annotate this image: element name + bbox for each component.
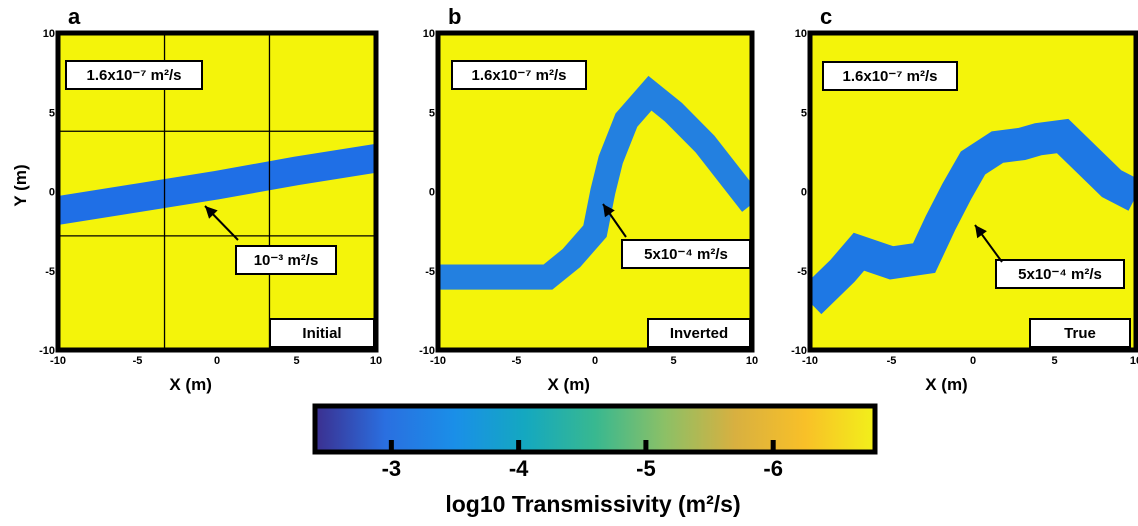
panel-a: a -10 -5 0 5 10 10 5 0 -5 -10 X (m) Y (m) 1.6x10⁻⁷ m… [11, 4, 382, 394]
feature-label-box [235, 245, 337, 275]
colorbar-tick-mark [516, 440, 522, 452]
high-transmissivity-feature [438, 75, 752, 290]
x-tick-label: 5 [293, 355, 299, 367]
y-tick-label: -10 [791, 345, 807, 357]
x-tick-label: 5 [1051, 355, 1057, 367]
feature-label-box [621, 239, 751, 269]
y-tick-label: 10 [43, 28, 55, 40]
background-label-box [65, 60, 203, 90]
x-tick-label: 0 [214, 355, 220, 367]
high-transmissivity-feature [58, 144, 376, 225]
x-tick-label: 10 [1130, 355, 1138, 367]
panel-letter-b: b [448, 4, 461, 29]
colorbar-title: log10 Transmissivity (m²/s) [445, 491, 740, 517]
background-label-box [822, 61, 958, 91]
x-tick-label: 0 [970, 355, 976, 367]
colorbar-gradient [312, 403, 878, 455]
feature-label: 5x10⁻⁴ m²/s [1018, 266, 1102, 283]
colorbar-tick-mark [770, 440, 776, 452]
feature-group [438, 75, 752, 290]
x-tick-label: 10 [746, 355, 758, 367]
colorbar-tick-label: -5 [636, 456, 656, 481]
arrow-head [205, 206, 218, 219]
corner-label-box [1029, 318, 1131, 348]
corner-label: Inverted [670, 325, 728, 342]
x-tick-label: 10 [370, 355, 382, 367]
y-tick-label: 5 [801, 107, 807, 119]
x-axis-label: X (m) [925, 375, 968, 394]
x-tick-label: -10 [50, 355, 66, 367]
y-tick-label: 10 [423, 28, 435, 40]
y-tick-label: 0 [49, 187, 55, 199]
plot-frame [55, 30, 379, 353]
y-tick-label: -5 [425, 266, 435, 278]
colorbar-tick-mark [643, 440, 649, 452]
y-tick-label: -5 [797, 266, 807, 278]
panel-letter-c: c [820, 4, 832, 29]
colorbar: -3 -4 -5 -6 log10 Transmissivity (m²/s) [312, 403, 878, 517]
background-label: 1.6x10⁻⁷ m²/s [843, 68, 938, 85]
y-tick-label: 5 [429, 107, 435, 119]
feature-label: 5x10⁻⁴ m²/s [644, 246, 728, 263]
y-tick-label: -10 [39, 345, 55, 357]
y-tick-label: 5 [49, 107, 55, 119]
x-tick-label: -5 [512, 355, 522, 367]
arrow-head [603, 204, 615, 218]
x-tick-label: -10 [430, 355, 446, 367]
feature-group [810, 118, 1136, 315]
high-transmissivity-feature [810, 118, 1136, 315]
background-label: 1.6x10⁻⁷ m²/s [87, 67, 182, 84]
panel-b: b -10 -5 0 5 10 10 5 0 -5 -10 X (m) 1.6x10⁻⁷ m²/s 5x… [419, 4, 758, 394]
x-tick-label: -5 [887, 355, 897, 367]
x-tick-label: 5 [670, 355, 676, 367]
panel-c: c -10 -5 0 5 10 10 5 0 -5 -10 X (m) 1.6x10⁻⁷ m²/s 5x… [791, 4, 1138, 394]
y-tick-label: 0 [801, 187, 807, 199]
x-tick-label: 0 [592, 355, 598, 367]
colorbar-tick-label: -6 [763, 456, 783, 481]
plot-frame [807, 30, 1138, 353]
feature-label: 10⁻³ m²/s [254, 252, 319, 269]
background-label-box [451, 60, 587, 90]
feature-label-box [995, 259, 1125, 289]
background-label: 1.6x10⁻⁷ m²/s [472, 67, 567, 84]
y-tick-label: -10 [419, 345, 435, 357]
feature-group [58, 144, 376, 225]
colorbar-tick-mark [388, 440, 394, 452]
y-tick-label: -5 [45, 266, 55, 278]
colorbar-tick-label: -4 [509, 456, 529, 481]
colorbar-tick-label: -3 [382, 456, 402, 481]
plot-frame [435, 30, 755, 353]
arrow-head [975, 225, 987, 239]
x-tick-label: -5 [133, 355, 143, 367]
corner-label-box [647, 318, 751, 348]
x-axis-label: X (m) [547, 375, 590, 394]
x-tick-label: -10 [802, 355, 818, 367]
y-tick-label: 10 [795, 28, 807, 40]
y-tick-label: 0 [429, 187, 435, 199]
panel-letter-a: a [68, 4, 81, 29]
corner-label: Initial [302, 325, 341, 342]
x-axis-label: X (m) [169, 375, 212, 394]
corner-label-box [269, 318, 375, 348]
corner-label: True [1064, 325, 1096, 342]
y-axis-label: Y (m) [11, 164, 30, 206]
